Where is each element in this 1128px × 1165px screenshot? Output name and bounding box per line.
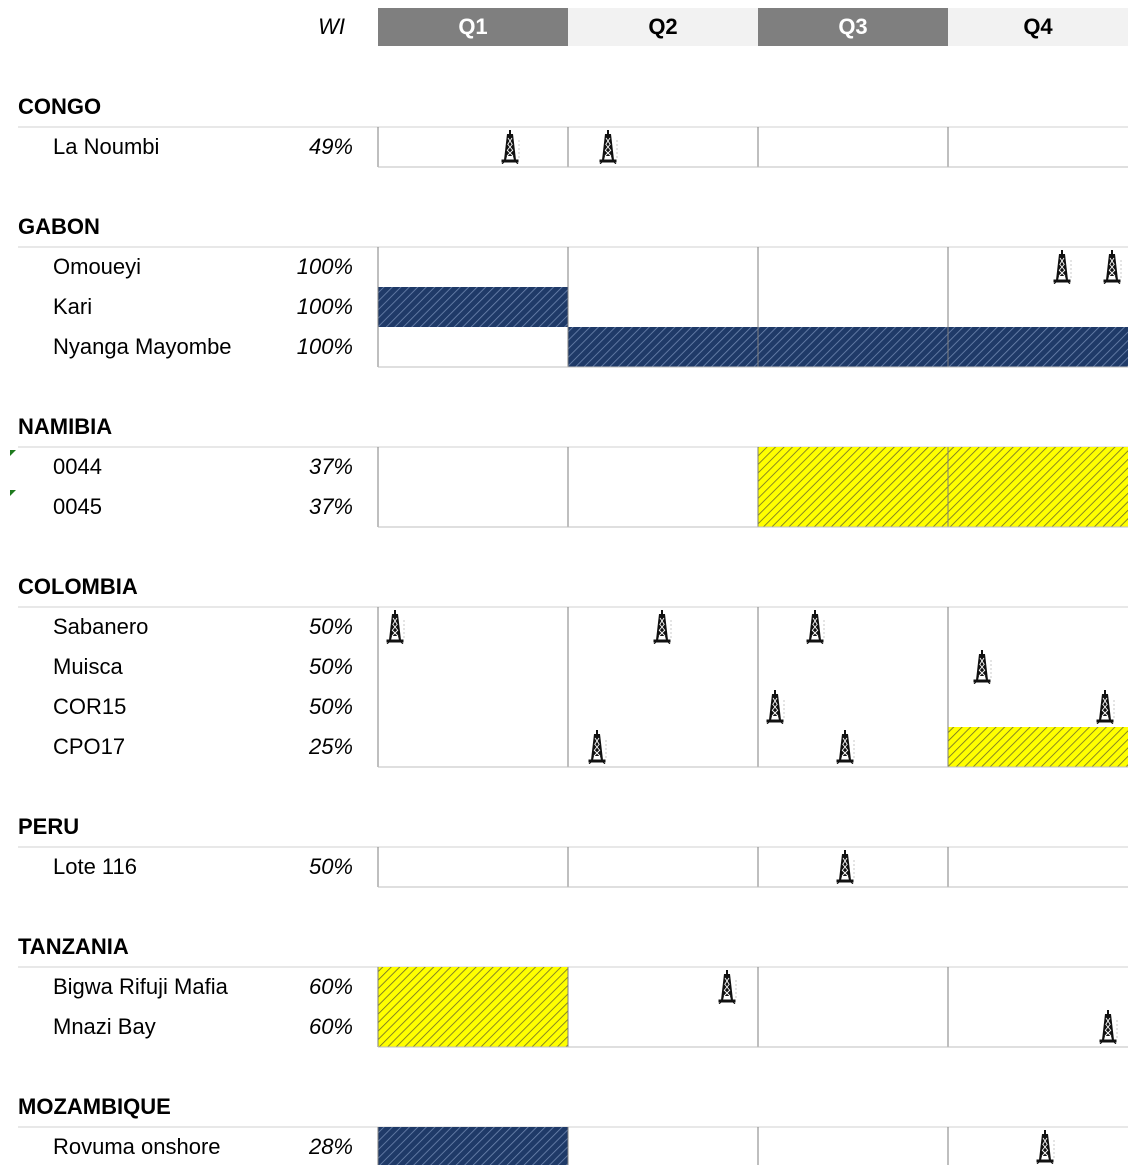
rig-icon <box>836 850 855 884</box>
row-wi: 60% <box>309 1014 353 1039</box>
row-name: CPO17 <box>53 734 125 759</box>
row-name: Mnazi Bay <box>53 1014 156 1039</box>
row-name: Kari <box>53 294 92 319</box>
row-name: Rovuma onshore <box>53 1134 221 1159</box>
rig-icon <box>973 650 992 684</box>
row-name: COR15 <box>53 694 126 719</box>
rig-icon <box>718 970 737 1004</box>
schedule-bar <box>378 967 568 1007</box>
row-wi: 60% <box>309 974 353 999</box>
rig-icon <box>653 610 672 644</box>
section-title: COLOMBIA <box>18 574 138 599</box>
rig-icon <box>1096 690 1115 724</box>
schedule-bar <box>378 1007 568 1047</box>
rig-icon <box>1099 1010 1118 1044</box>
rig-icon <box>766 690 785 724</box>
row-name: La Noumbi <box>53 134 159 159</box>
section-title: TANZANIA <box>18 934 129 959</box>
rig-icon <box>599 130 618 164</box>
rig-icon <box>1036 1130 1055 1164</box>
row-name: 0045 <box>53 494 102 519</box>
quarter-label: Q3 <box>838 14 867 39</box>
quarter-label: Q4 <box>1023 14 1053 39</box>
row-wi: 37% <box>309 494 353 519</box>
schedule-bar <box>758 487 1128 527</box>
row-wi: 37% <box>309 454 353 479</box>
schedule-bar <box>568 327 1128 367</box>
q-header-cell <box>568 8 758 46</box>
row-name: Bigwa Rifuji Mafia <box>53 974 229 999</box>
row-name: Muisca <box>53 654 123 679</box>
row-wi: 50% <box>309 614 353 639</box>
row-wi: 100% <box>297 294 353 319</box>
row-wi: 100% <box>297 334 353 359</box>
section-title: CONGO <box>18 94 101 119</box>
rig-icon <box>588 730 607 764</box>
q-header-cell <box>378 8 568 46</box>
schedule-bar <box>378 1127 568 1165</box>
rig-icon <box>501 130 520 164</box>
schedule-bar <box>758 447 1128 487</box>
row-wi: 25% <box>308 734 353 759</box>
section-title: PERU <box>18 814 79 839</box>
wi-header: WI <box>318 14 345 39</box>
row-wi: 28% <box>308 1134 353 1159</box>
row-name: Lote 116 <box>53 854 137 879</box>
rig-icon <box>1053 250 1072 284</box>
row-wi: 49% <box>309 134 353 159</box>
row-wi: 50% <box>309 694 353 719</box>
rig-icon <box>1103 250 1122 284</box>
q-header-cell <box>948 8 1128 46</box>
cell-flag <box>10 450 16 456</box>
rig-icon <box>806 610 825 644</box>
cell-flag <box>10 490 16 496</box>
rig-icon <box>836 730 855 764</box>
row-name: 0044 <box>53 454 102 479</box>
row-wi: 50% <box>309 854 353 879</box>
rig-icon <box>386 610 405 644</box>
row-name: Sabanero <box>53 614 148 639</box>
section-title: NAMIBIA <box>18 414 112 439</box>
section-title: GABON <box>18 214 100 239</box>
schedule-bar <box>378 287 568 327</box>
row-name: Nyanga Mayombe <box>53 334 232 359</box>
q-header-cell <box>758 8 948 46</box>
quarter-label: Q2 <box>648 14 677 39</box>
quarter-label: Q1 <box>458 14 487 39</box>
row-wi: 50% <box>309 654 353 679</box>
row-wi: 100% <box>297 254 353 279</box>
schedule-bar <box>948 727 1128 767</box>
section-title: MOZAMBIQUE <box>18 1094 171 1119</box>
row-name: Omoueyi <box>53 254 141 279</box>
